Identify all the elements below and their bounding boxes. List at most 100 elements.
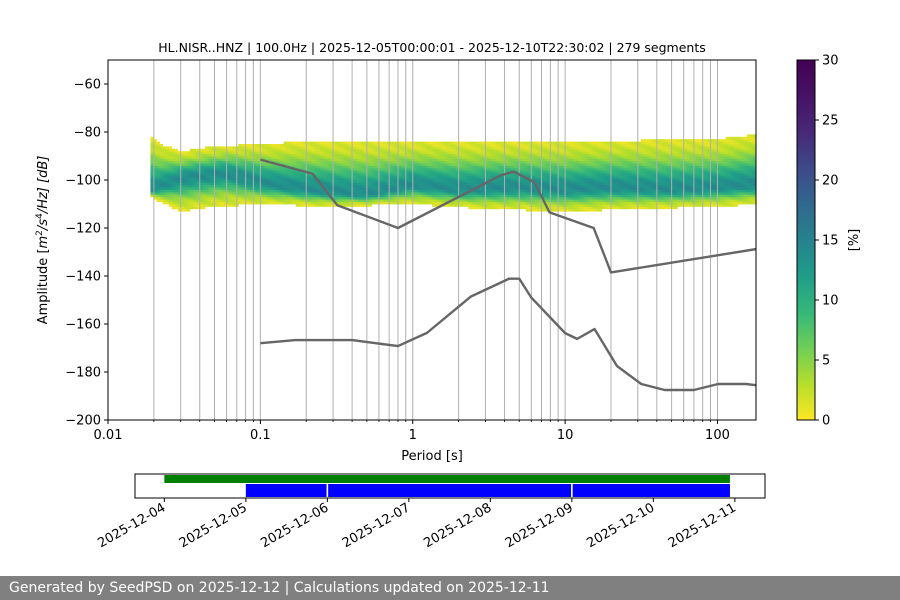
heatmap-cell [168, 156, 173, 159]
heatmap-cell [680, 153, 684, 157]
heatmap-cell [450, 156, 454, 159]
heatmap-cell [656, 180, 660, 183]
heatmap-cell [301, 148, 306, 152]
heatmap-cell [547, 168, 551, 171]
heatmap-cell [665, 163, 669, 166]
heatmap-cell [686, 172, 690, 176]
heatmap-cell [486, 141, 490, 145]
heatmap-cell [165, 170, 170, 174]
heatmap-cell [465, 175, 469, 178]
heatmap-cell [659, 144, 663, 147]
heatmap-cell [413, 146, 418, 150]
heatmap-cell [544, 175, 548, 178]
heatmap-cell [447, 153, 451, 157]
heatmap-cell [622, 187, 627, 190]
heatmap-cell [689, 156, 693, 159]
heatmap-cell [444, 144, 448, 147]
heatmap-cell [510, 144, 515, 147]
heatmap-cell [486, 172, 490, 176]
heatmap-cell [438, 194, 442, 198]
heatmap-cell [686, 204, 690, 207]
heatmap-cell [259, 182, 263, 186]
heatmap-cell [217, 172, 221, 176]
heatmap-cell [435, 141, 439, 145]
heatmap-cell [541, 148, 545, 152]
heatmap-cell [656, 172, 660, 176]
heatmap-cell [392, 196, 397, 200]
heatmap-cell [332, 170, 336, 174]
heatmap-cell [429, 144, 433, 147]
heatmap-cell [686, 165, 690, 169]
heatmap-cell [695, 177, 699, 181]
heatmap-cell [550, 206, 554, 210]
heatmap-cell [180, 175, 185, 178]
heatmap-cell [695, 201, 699, 205]
heatmap-cell [398, 194, 403, 198]
heatmap-cell [637, 153, 642, 157]
heatmap-cell [604, 156, 609, 159]
heatmap-cell [495, 206, 500, 210]
heatmap-cell [174, 175, 179, 178]
heatmap-cell [637, 187, 642, 190]
heatmap-cell [298, 194, 303, 198]
heatmap-cell [316, 160, 321, 164]
heatmap-cell [274, 180, 279, 183]
heatmap-cell [683, 165, 687, 169]
heatmap-cell [471, 156, 475, 159]
heatmap-cell [538, 175, 542, 178]
heatmap-cell [168, 180, 173, 183]
heatmap-cell [601, 196, 606, 200]
heatmap-cell [368, 194, 372, 198]
heatmap-cell [335, 148, 339, 152]
heatmap-cell [386, 187, 391, 190]
heatmap-cell [583, 182, 587, 186]
heatmap-cell [507, 189, 512, 193]
heatmap-cell [677, 204, 681, 207]
heatmap-cell [338, 148, 342, 152]
heatmap-cell [671, 153, 675, 157]
heatmap-cell [516, 158, 521, 162]
heatmap-cell [432, 180, 436, 183]
heatmap-cell [329, 177, 333, 181]
heatmap-cell [510, 187, 515, 190]
heatmap-cell [586, 189, 590, 193]
heatmap-cell [683, 192, 687, 195]
heatmap-cell [326, 189, 330, 193]
heatmap-cell [295, 189, 300, 193]
heatmap-cell [201, 175, 206, 178]
heatmap-cell [571, 187, 575, 190]
heatmap-cell [395, 163, 400, 166]
heatmap-cell [432, 170, 436, 174]
heatmap-cell [329, 144, 333, 147]
heatmap-cell [425, 163, 430, 166]
heatmap-cell [186, 199, 191, 202]
heatmap-cell [616, 158, 621, 162]
heatmap-cell [653, 156, 657, 159]
heatmap-cell [316, 175, 321, 178]
heatmap-cell [362, 204, 366, 207]
heatmap-cell [559, 189, 563, 193]
heatmap-cell [462, 146, 466, 150]
heatmap-cell [323, 144, 327, 147]
heatmap-cell [250, 160, 254, 164]
heatmap-cell [650, 180, 654, 183]
heatmap-cell [356, 177, 360, 181]
heatmap-cell [586, 158, 590, 162]
heatmap-cell [474, 156, 478, 159]
heatmap-cell [616, 187, 621, 190]
heatmap-cell [489, 170, 493, 174]
heatmap-cell [541, 172, 545, 176]
heatmap-cell [419, 199, 424, 202]
heatmap-cell [450, 144, 454, 147]
heatmap-cell [544, 208, 548, 212]
heatmap-cell [538, 141, 542, 145]
heatmap-cell [432, 168, 436, 171]
heatmap-cell [192, 158, 197, 162]
heatmap-cell [586, 168, 590, 171]
heatmap-cell [650, 187, 654, 190]
heatmap-cell [586, 153, 590, 157]
heatmap-cell [480, 170, 484, 174]
heatmap-cell [653, 196, 657, 200]
heatmap-cell [253, 192, 257, 195]
heatmap-cell [347, 153, 351, 157]
